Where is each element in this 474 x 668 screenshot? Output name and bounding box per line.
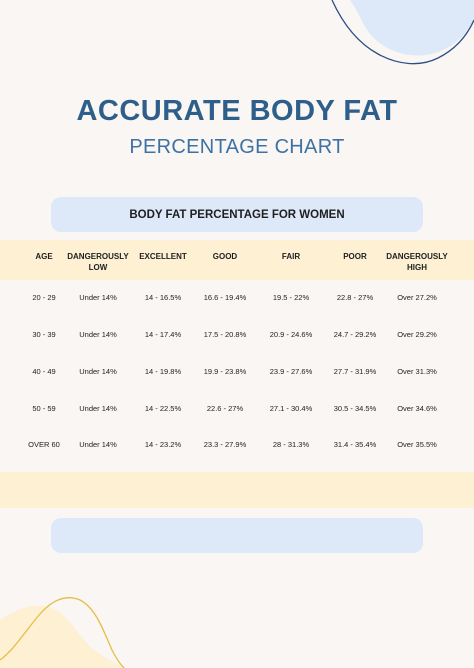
decorative-shape-bottom: [0, 597, 126, 668]
cell-excellent: 14 - 17.4%: [144, 330, 182, 339]
footer-pill: [51, 518, 423, 553]
table-row: 40 - 49 Under 14% 14 - 19.8% 19.9 - 23.8…: [0, 362, 474, 382]
cell-good: 19.9 - 23.8%: [203, 367, 247, 376]
cell-excellent: 14 - 16.5%: [144, 293, 182, 302]
header-dangerously-high: DANGEROUSLY HIGH: [386, 252, 448, 272]
header-excellent: EXCELLENT: [139, 252, 187, 261]
cell-dangerously-high: Over 31.3%: [397, 367, 437, 376]
table-header: AGE DANGEROUSLY LOW EXCELLENT GOOD FAIR …: [0, 240, 474, 280]
cell-dangerously-high: Over 35.5%: [397, 440, 437, 449]
cell-poor: 27.7 - 31.9%: [333, 367, 377, 376]
table-row: 50 - 59 Under 14% 14 - 22.5% 22.6 - 27% …: [0, 399, 474, 419]
cell-good: 23.3 - 27.9%: [203, 440, 247, 449]
cell-dangerously-low: Under 14%: [79, 440, 117, 449]
cell-good: 17.5 - 20.8%: [203, 330, 247, 339]
cell-poor: 24.7 - 29.2%: [333, 330, 377, 339]
cell-excellent: 14 - 19.8%: [144, 367, 182, 376]
cell-poor: 22.8 - 27%: [336, 293, 374, 302]
cell-age: 30 - 39: [32, 330, 56, 339]
cell-dangerously-low: Under 14%: [79, 293, 117, 302]
cell-dangerously-low: Under 14%: [79, 330, 117, 339]
cell-dangerously-low: Under 14%: [79, 367, 117, 376]
table-banner-label: BODY FAT PERCENTAGE FOR WOMEN: [129, 208, 345, 221]
cell-age: OVER 60: [28, 440, 60, 449]
cell-fair: 27.1 - 30.4%: [269, 404, 313, 413]
cell-fair: 23.9 - 27.6%: [269, 367, 313, 376]
cell-dangerously-high: Over 34.6%: [397, 404, 437, 413]
cell-poor: 31.4 - 35.4%: [333, 440, 377, 449]
decorative-shape-top: [331, 0, 474, 65]
cell-fair: 20.9 - 24.6%: [269, 330, 313, 339]
header-age: AGE: [35, 252, 53, 261]
header-poor: POOR: [343, 252, 367, 261]
cell-age: 50 - 59: [32, 404, 56, 413]
header-dangerously-low: DANGEROUSLY LOW: [67, 252, 129, 272]
page-title: ACCURATE BODY FAT: [76, 95, 398, 127]
cell-good: 16.6 - 19.4%: [203, 293, 247, 302]
cell-age: 20 - 29: [32, 293, 56, 302]
table-row: 30 - 39 Under 14% 14 - 17.4% 17.5 - 20.8…: [0, 325, 474, 345]
cell-excellent: 14 - 23.2%: [144, 440, 182, 449]
page-subtitle: PERCENTAGE CHART: [129, 136, 345, 158]
header-good: GOOD: [212, 252, 238, 261]
table-banner: BODY FAT PERCENTAGE FOR WOMEN: [51, 197, 423, 232]
cell-good: 22.6 - 27%: [206, 404, 244, 413]
cell-fair: 28 - 31.3%: [272, 440, 310, 449]
table-row: 20 - 29 Under 14% 14 - 16.5% 16.6 - 19.4…: [0, 288, 474, 308]
table-row: OVER 60 Under 14% 14 - 23.2% 23.3 - 27.9…: [0, 435, 474, 455]
table-footer-band: [0, 472, 474, 508]
cell-age: 40 - 49: [32, 367, 56, 376]
cell-dangerously-low: Under 14%: [79, 404, 117, 413]
cell-fair: 19.5 - 22%: [272, 293, 310, 302]
cell-dangerously-high: Over 29.2%: [397, 330, 437, 339]
cell-dangerously-high: Over 27.2%: [397, 293, 437, 302]
cell-excellent: 14 - 22.5%: [144, 404, 182, 413]
cell-poor: 30.5 - 34.5%: [333, 404, 377, 413]
header-fair: FAIR: [281, 252, 301, 261]
